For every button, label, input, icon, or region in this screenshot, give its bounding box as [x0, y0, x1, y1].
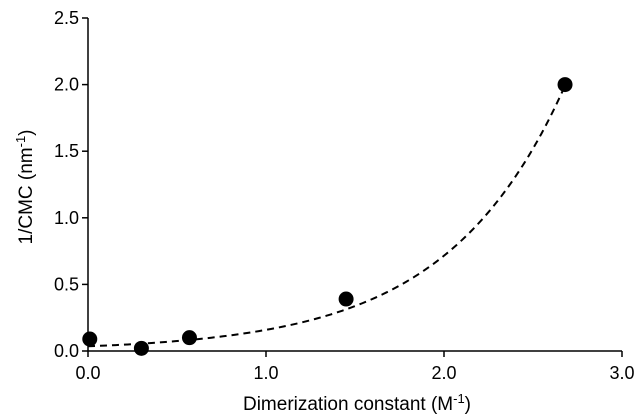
data-point: [181, 330, 197, 346]
y-tick-label: 2.0: [54, 75, 79, 95]
x-tick-label: 1.0: [253, 363, 278, 383]
y-tick-label: 0.0: [54, 341, 79, 361]
x-axis-ticks: 0.0 1.0 2.0 3.0: [75, 351, 635, 383]
data-point: [82, 331, 98, 347]
data-points: [82, 77, 573, 356]
y-tick-label: 2.5: [54, 8, 79, 28]
y-axis-ticks: 0.0 0.5 1.0 1.5 2.0 2.5: [54, 8, 88, 361]
data-point: [133, 340, 149, 356]
y-axis-label: 1/CMC (nm-1): [13, 129, 37, 244]
trendline-group: [87, 85, 566, 348]
x-tick-label: 0.0: [75, 363, 100, 383]
x-axis-label: Dimerization constant (M-1): [243, 391, 471, 414]
trendline: [87, 85, 566, 348]
axes: [87, 18, 622, 352]
y-tick-label: 1.5: [54, 141, 79, 161]
x-axis-label-superscript: -1: [453, 391, 465, 406]
data-point: [338, 291, 354, 307]
y-axis-label-superscript: -1: [13, 136, 28, 148]
data-point: [557, 77, 573, 93]
y-tick-label: 1.0: [54, 208, 79, 228]
y-tick-label: 0.5: [54, 274, 79, 294]
x-tick-label: 3.0: [609, 363, 634, 383]
x-tick-label: 2.0: [431, 363, 456, 383]
